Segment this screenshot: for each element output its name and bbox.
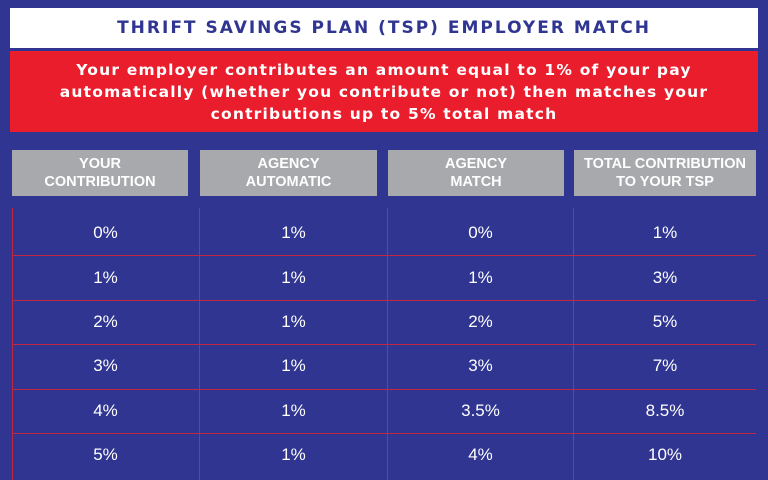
header-line: TO YOUR TSP — [616, 174, 714, 190]
cell-total-contribution: 10% — [647, 445, 683, 464]
grid-line-horizontal — [12, 389, 756, 390]
subtitle-line-1: Your employer contributes an amount equa… — [76, 60, 692, 79]
table-header-row: YOUR CONTRIBUTION AGENCY AUTOMATIC AGENC… — [12, 150, 756, 196]
table-row: 5% 1% 4% 10% — [12, 433, 756, 477]
cell-total-contribution: 1% — [652, 223, 678, 242]
header-line: AGENCY — [257, 156, 320, 172]
cell-your-contribution: 5% — [93, 445, 118, 464]
cell-agency-automatic: 1% — [281, 445, 306, 464]
header-line: TOTAL CONTRIBUTION — [584, 156, 746, 172]
header-your-contribution: YOUR CONTRIBUTION — [12, 150, 188, 196]
header-line: AUTOMATIC — [245, 174, 332, 190]
grid-line-horizontal — [12, 344, 756, 345]
cell-your-contribution: 3% — [93, 356, 118, 375]
cell-agency-match: 3% — [468, 356, 493, 375]
table-row: 2% 1% 2% 5% — [12, 300, 756, 344]
header-line: CONTRIBUTION — [44, 174, 156, 190]
grid-line-horizontal — [12, 300, 756, 301]
cell-agency-automatic: 1% — [281, 356, 306, 375]
page-title: THRIFT SAVINGS PLAN (TSP) EMPLOYER MATCH — [117, 18, 651, 38]
header-agency-automatic: AGENCY AUTOMATIC — [200, 150, 377, 196]
cell-agency-automatic: 1% — [281, 223, 306, 242]
cell-total-contribution: 8.5% — [645, 401, 685, 420]
header-line: AGENCY — [444, 156, 508, 172]
header-line: YOUR — [79, 156, 121, 172]
subtitle-banner: Your employer contributes an amount equa… — [10, 51, 758, 132]
subtitle-line-2: automatically (whether you contribute or… — [59, 82, 709, 101]
grid-line-horizontal — [12, 433, 756, 434]
subtitle-text: Your employer contributes an amount equa… — [60, 59, 709, 125]
table-body: 0% 1% 0% 1% 1% 1% 1% 3% 2% 1% 2% 5% 3% 1% 3% 7% 4% 1% 3.5%… — [12, 208, 756, 480]
cell-agency-automatic: 1% — [281, 312, 306, 331]
grid-line-horizontal — [12, 255, 756, 256]
cell-total-contribution: 7% — [652, 356, 678, 375]
cell-agency-automatic: 1% — [281, 268, 306, 287]
header-agency-match: AGENCY MATCH — [388, 150, 564, 196]
cell-total-contribution: 5% — [652, 312, 678, 331]
table-row: 0% 1% 0% 1% — [12, 211, 756, 255]
cell-agency-automatic: 1% — [281, 401, 306, 420]
subtitle-line-3: contributions up to 5% total match — [210, 104, 558, 123]
cell-total-contribution: 3% — [652, 268, 678, 287]
header-total-contribution: TOTAL CONTRIBUTION TO YOUR TSP — [574, 150, 756, 196]
cell-your-contribution: 0% — [93, 223, 118, 242]
table-row: 3% 1% 3% 7% — [12, 344, 756, 388]
header-line: MATCH — [450, 174, 502, 190]
cell-agency-match: 3.5% — [461, 401, 500, 420]
cell-agency-match: 1% — [468, 268, 493, 287]
cell-your-contribution: 2% — [93, 312, 118, 331]
cell-agency-match: 2% — [468, 312, 493, 331]
table-row: 1% 1% 1% 3% — [12, 256, 756, 300]
table-row: 4% 1% 3.5% 8.5% — [12, 389, 756, 433]
cell-your-contribution: 1% — [93, 268, 118, 287]
cell-agency-match: 0% — [468, 223, 493, 242]
cell-agency-match: 4% — [468, 445, 493, 464]
title-banner: THRIFT SAVINGS PLAN (TSP) EMPLOYER MATCH — [10, 8, 758, 48]
cell-your-contribution: 4% — [93, 401, 118, 420]
